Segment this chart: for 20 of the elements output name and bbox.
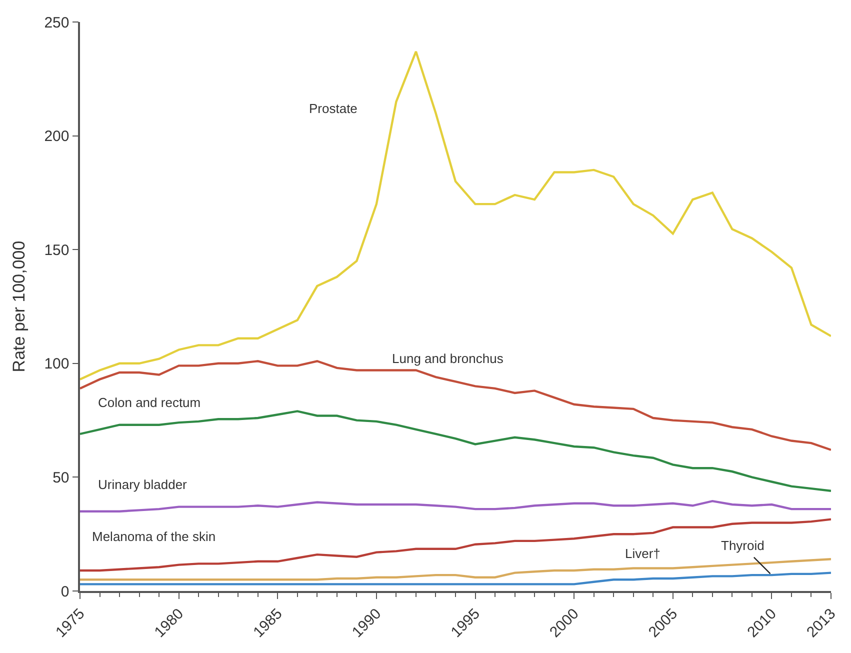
series-label: Liver† (625, 546, 660, 561)
text: Prostate (309, 101, 358, 116)
y-tick-label: 150 (44, 242, 70, 259)
y-axis-title: Rate per 100,000 (9, 240, 28, 372)
line-series (80, 558, 831, 581)
y-tick-label: 250 (44, 14, 70, 32)
y-tick-label: 0 (60, 583, 70, 600)
line-series (80, 500, 831, 512)
line-series (80, 518, 831, 572)
y-tick-label: 200 (44, 128, 70, 146)
line-series (80, 50, 831, 380)
line-series (80, 572, 831, 586)
series-label: Melanoma of the skin (92, 529, 216, 544)
series-label: Thyroid (721, 538, 764, 553)
y-tick-label: 100 (44, 356, 70, 373)
series-label: Colon and rectum (98, 395, 201, 410)
series-label: Lung and bronchus (392, 351, 504, 366)
series-label: Urinary bladder (98, 477, 188, 492)
line-series (80, 410, 831, 492)
y-tick-label: 50 (52, 469, 70, 486)
